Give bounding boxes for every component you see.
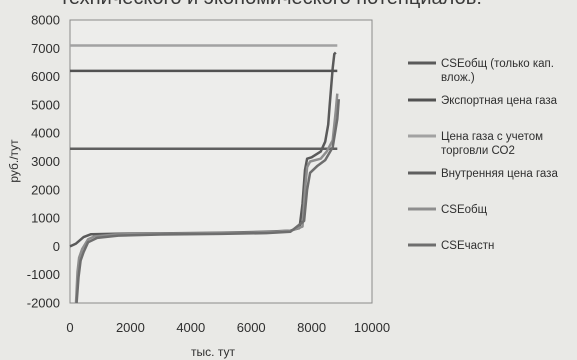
- legend: CSEобщ (только кап. влож.) Экспортная цена…: [408, 58, 558, 252]
- y-axis-ticks: -2000 -1000 0 1000 2000 3000 4000 5000 6000 7000 8…: [27, 13, 60, 311]
- x-axis-title: тыс. тут: [191, 345, 235, 359]
- y-axis-title: руб./тут: [7, 139, 21, 183]
- x-tick-label: 4000: [176, 320, 205, 335]
- legend-label-1: Экспортная цена газа: [441, 95, 558, 107]
- plot-area: [69, 19, 373, 304]
- series-layer: [69, 44, 341, 304]
- y-tick-label: -2000: [27, 296, 60, 311]
- x-tick-label: 6000: [237, 320, 266, 335]
- series-line-0: [69, 51, 337, 248]
- y-tick-label: 8000: [31, 13, 60, 28]
- y-tick-label: 5000: [31, 97, 60, 112]
- legend-label-5: CSEчастн: [441, 240, 494, 252]
- y-tick-label: 6000: [31, 69, 60, 84]
- y-tick-label: 7000: [31, 41, 60, 56]
- legend-label-3: Внутренняя цена газа: [441, 168, 558, 180]
- y-tick-label: 2000: [31, 182, 60, 197]
- legend-label-4: CSEобщ: [441, 204, 488, 216]
- y-tick-label: 0: [53, 239, 60, 254]
- y-tick-label: 4000: [31, 126, 60, 141]
- legend-label-0: CSEобщ (только кап. влож.): [441, 58, 554, 84]
- series-line-5: [75, 99, 341, 304]
- x-tick-label: 2000: [116, 320, 145, 335]
- x-tick-label: 8000: [297, 320, 326, 335]
- page-caption: технического и экономического потенциало…: [60, 0, 482, 10]
- x-tick-label: 0: [66, 320, 73, 335]
- y-tick-label: 1000: [31, 211, 60, 226]
- x-axis-ticks: 0 2000 4000 6000 8000 10000: [66, 320, 390, 335]
- y-tick-label: -1000: [27, 267, 60, 282]
- y-tick-label: 3000: [31, 154, 60, 169]
- legend-label-2: Цена газа с учетом торговли СО2: [441, 131, 543, 157]
- x-tick-label: 10000: [354, 320, 390, 335]
